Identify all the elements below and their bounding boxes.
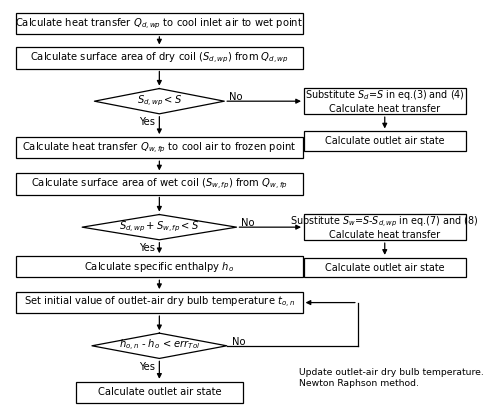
Text: Yes: Yes [139,362,155,371]
Text: Calculate outlet air state: Calculate outlet air state [325,136,444,146]
Text: No: No [242,218,255,228]
Text: Yes: Yes [139,243,155,253]
Text: $S_{d,wp} + S_{w,fp} < S$: $S_{d,wp} + S_{w,fp} < S$ [119,220,200,234]
FancyBboxPatch shape [304,131,466,151]
Text: Substitute $S_w$=$S$-$S_{d,wp}$ in eq.(7) and (8)
Calculate heat transfer: Substitute $S_w$=$S$-$S_{d,wp}$ in eq.(7… [290,214,479,240]
FancyBboxPatch shape [16,13,302,34]
FancyBboxPatch shape [16,173,302,195]
Text: Calculate surface area of dry coil ($S_{d,wp}$) from $Q_{d,wp}$: Calculate surface area of dry coil ($S_{… [30,51,288,65]
FancyBboxPatch shape [304,258,466,277]
Text: Calculate outlet air state: Calculate outlet air state [325,262,444,272]
FancyBboxPatch shape [76,381,242,403]
FancyBboxPatch shape [304,214,466,240]
Polygon shape [94,89,224,114]
Text: Yes: Yes [139,117,155,127]
Text: Calculate specific enthalpy $h_o$: Calculate specific enthalpy $h_o$ [84,260,234,274]
Text: No: No [232,337,245,347]
Polygon shape [92,333,226,359]
Text: Calculate heat transfer $Q_{d,wp}$ to cool inlet air to wet point: Calculate heat transfer $Q_{d,wp}$ to co… [16,16,304,30]
FancyBboxPatch shape [16,292,302,313]
Text: $h_{o,n}$ - $h_o$ < $err_{Tol}$: $h_{o,n}$ - $h_o$ < $err_{Tol}$ [118,338,200,353]
FancyBboxPatch shape [304,88,466,114]
FancyBboxPatch shape [16,47,302,69]
FancyBboxPatch shape [16,256,302,277]
Text: Calculate outlet air state: Calculate outlet air state [98,387,221,397]
Text: Substitute $S_d$=$S$ in eq.(3) and (4)
Calculate heat transfer: Substitute $S_d$=$S$ in eq.(3) and (4) C… [305,88,464,114]
Text: $S_{d,wp} < S$: $S_{d,wp} < S$ [137,94,182,109]
Text: Calculate surface area of wet coil ($S_{w,fp}$) from $Q_{w,fp}$: Calculate surface area of wet coil ($S_{… [31,177,287,191]
FancyBboxPatch shape [16,137,302,158]
Text: Update outlet-air dry bulb temperature.
Newton Raphson method.: Update outlet-air dry bulb temperature. … [299,368,484,388]
Text: Set initial value of outlet-air dry bulb temperature $t_{o,n}$: Set initial value of outlet-air dry bulb… [24,295,295,310]
Text: Calculate heat transfer $Q_{w,fp}$ to cool air to frozen point: Calculate heat transfer $Q_{w,fp}$ to co… [22,141,296,155]
Text: No: No [229,92,242,102]
Polygon shape [82,215,236,240]
